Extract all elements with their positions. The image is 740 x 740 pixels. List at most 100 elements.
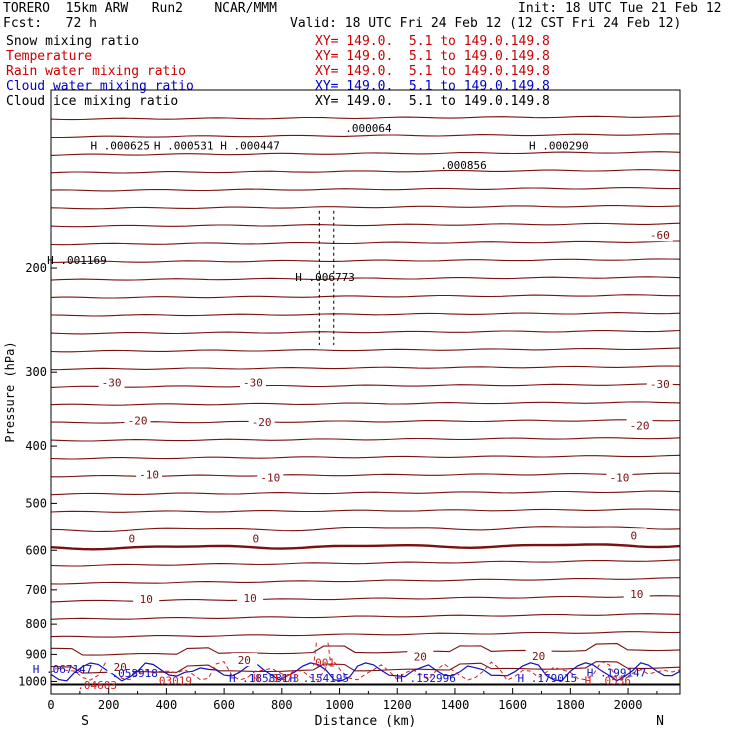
isotherm	[50, 312, 681, 317]
y-tick-label: 800	[25, 617, 47, 631]
isotherm-label-bg	[118, 531, 145, 545]
isotherm-label: -30	[650, 378, 670, 391]
isotherm-label: -20	[630, 419, 650, 432]
legend-rain-xy: XY= 149.0. 5.1 to 149.0.149.8	[315, 64, 550, 79]
cloud-water-label: H .179015	[517, 672, 577, 685]
cloud-ice-contour	[318, 210, 335, 346]
cloud-water-contour	[50, 662, 681, 682]
y-tick-label: 900	[25, 647, 47, 661]
x-tick-label: 1400	[440, 698, 469, 712]
x-tick-label: 0	[47, 698, 54, 712]
isotherm-label-bg	[626, 418, 653, 432]
rain-water-plume	[313, 642, 332, 666]
x-axis-label: Distance (km)	[315, 714, 417, 729]
isotherm-label-bg	[525, 648, 552, 662]
x-tick-label: 1600	[498, 698, 527, 712]
isotherm-label-bg	[623, 587, 650, 601]
isotherm-label-bg	[606, 470, 633, 484]
north-label: N	[656, 714, 664, 729]
isotherm	[50, 204, 681, 210]
cloud-ice-label: H .001169	[47, 254, 107, 267]
y-tick-label: 500	[25, 496, 47, 510]
isotherm	[50, 543, 681, 551]
isotherm-label-bg	[107, 660, 134, 674]
isotherm-label: -20	[128, 414, 148, 427]
isotherm	[50, 347, 681, 353]
y-tick-label: 1000	[18, 674, 47, 688]
isotherm	[51, 133, 681, 139]
valid-time: Valid: 18 UTC Fri 24 Feb 12 (12 CST Fri …	[290, 16, 682, 31]
isotherm-label: -10	[139, 469, 159, 482]
y-tick-label: 300	[25, 365, 47, 379]
isotherm-label: 10	[630, 588, 643, 601]
rain-water-label: 001	[315, 656, 335, 669]
isotherm	[50, 383, 681, 388]
cloud-water-label: H .067147	[33, 663, 93, 676]
isotherm	[50, 258, 681, 264]
south-label: S	[81, 714, 89, 729]
legend-snow: Snow mixing ratio	[6, 34, 140, 49]
isotherm-label-bg	[237, 590, 264, 604]
rain-water-label: .04603	[77, 679, 117, 692]
isotherm-label: -30	[102, 376, 122, 389]
model-title: TORERO 15km ARW Run2 NCAR/MMM	[3, 1, 277, 16]
isotherm	[50, 490, 681, 496]
cloud-water-label: H .152996	[396, 672, 456, 685]
legend-temperature: Temperature	[6, 49, 93, 64]
isotherm-label: 20	[114, 661, 127, 674]
isotherm-label-bg	[133, 591, 160, 605]
y-tick-label: 700	[25, 583, 47, 597]
isotherm-label: 0	[631, 529, 638, 542]
isotherm	[50, 526, 681, 532]
isotherm-label-bg	[242, 531, 269, 545]
isotherm	[50, 437, 681, 442]
init-time: Init: 18 UTC Tue 21 Feb 12	[518, 1, 722, 16]
isotherm-label-bg	[239, 375, 266, 389]
isotherm-label: 10	[243, 592, 256, 605]
axes: 0 200 400 600 800 1000 1200 1400 1600 1800 2000200…	[18, 261, 658, 712]
isotherm-label-bg	[620, 528, 647, 542]
isotherm-label: -10	[609, 471, 629, 484]
isotherm	[50, 559, 681, 567]
isotherm	[50, 115, 681, 121]
isotherm-label: -20	[252, 416, 272, 429]
isotherm	[50, 151, 681, 156]
x-tick-label: 2000	[614, 698, 643, 712]
isotherm	[50, 276, 681, 281]
isotherm-label: 0	[128, 532, 135, 545]
cloud-contours	[50, 210, 681, 686]
cloud-ice-label: .000064	[345, 122, 392, 135]
isotherm-label-bg	[407, 649, 434, 663]
cloud-water-label: H .154195	[290, 672, 350, 685]
isotherm	[50, 508, 681, 513]
isotherm-lines	[50, 115, 681, 674]
cloud-ice-label: H .000447	[220, 139, 280, 152]
isotherm-label: 20	[238, 654, 251, 667]
isotherm	[50, 613, 681, 620]
isotherm-label: 20	[532, 650, 545, 663]
legend-temperature-xy: XY= 149.0. 5.1 to 149.0.149.8	[315, 49, 550, 64]
isotherm-label-bg	[136, 467, 163, 481]
isotherm	[50, 222, 681, 228]
isotherm-label: -10	[260, 471, 280, 484]
isotherm	[50, 329, 681, 335]
x-tick-label: 200	[98, 698, 120, 712]
legend-cloud-ice-xy: XY= 149.0. 5.1 to 149.0.149.8	[315, 94, 550, 109]
isotherm-label: 20	[414, 651, 427, 664]
cloud-ice-label: H .000625	[90, 139, 150, 152]
isotherm-label: -30	[243, 376, 263, 389]
cloud-ice-label: H .006773	[295, 271, 355, 284]
isotherm	[50, 577, 681, 585]
cloud-water-label: H .199147	[587, 667, 647, 680]
isotherm-label-bg	[231, 653, 258, 667]
header: TORERO 15km ARW Run2 NCAR/MMM Init: 18 U…	[0, 0, 740, 109]
isotherm-label-bg	[124, 413, 151, 427]
isotherm	[50, 401, 681, 406]
forecast-hour: Fcst: 72 h	[3, 16, 97, 31]
isotherm	[50, 454, 681, 460]
legend-cloud-ice: Cloud ice mixing ratio	[6, 94, 179, 109]
cloud-ice-label: H .000531	[154, 139, 214, 152]
x-tick-label: 1000	[325, 698, 354, 712]
isotherm-label: -60	[650, 229, 670, 242]
